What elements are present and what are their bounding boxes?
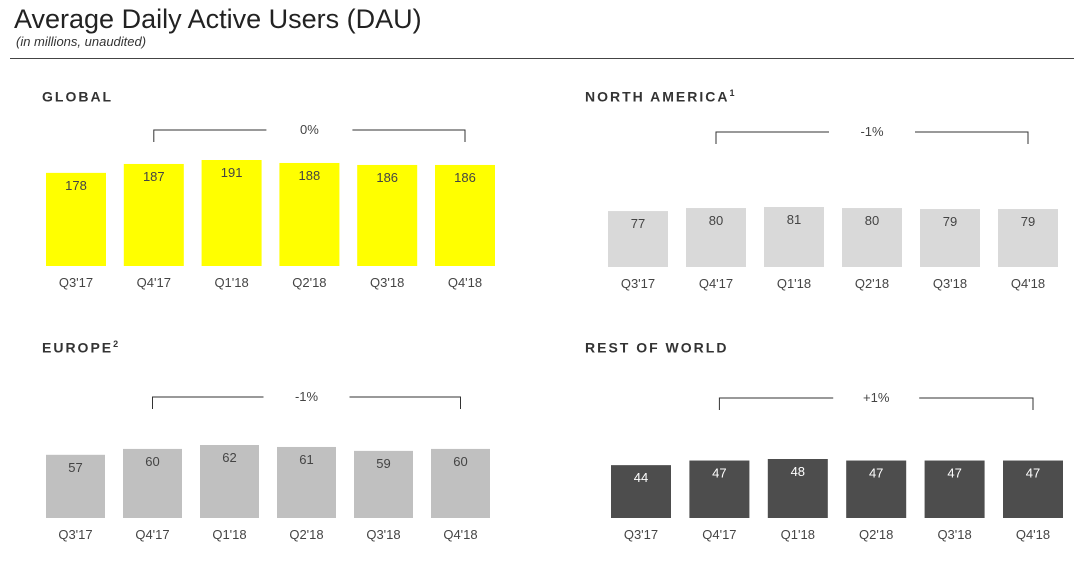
change-label: -1% [860, 124, 884, 139]
data-label: 60 [453, 454, 467, 469]
x-tick-label: Q4'17 [702, 527, 736, 542]
x-tick-label: Q1'18 [781, 527, 815, 542]
bar [46, 454, 105, 518]
data-label: 59 [376, 456, 390, 471]
bar [431, 448, 490, 518]
x-tick-label: Q4'18 [448, 275, 482, 290]
x-tick-label: Q1'18 [214, 275, 248, 290]
bar [1003, 460, 1063, 518]
chart-panel-rest-of-world: REST OF WORLD 44 Q3'17 47 Q4'17 48 Q1'18 47 Q2'… [585, 339, 1076, 579]
x-tick-label: Q4'18 [443, 527, 477, 542]
data-label: 44 [634, 470, 648, 485]
x-tick-label: Q4'18 [1011, 276, 1045, 291]
change-label: 0% [300, 122, 319, 137]
bar [435, 164, 495, 266]
bar [200, 445, 259, 518]
x-tick-label: Q2'18 [855, 276, 889, 291]
x-tick-label: Q4'17 [135, 527, 169, 542]
x-tick-label: Q3'18 [937, 527, 971, 542]
change-bracket-right [915, 131, 1029, 144]
change-bracket-left [718, 397, 834, 410]
bar [354, 450, 413, 518]
x-tick-label: Q3'17 [624, 527, 658, 542]
change-bracket-left [152, 396, 264, 409]
x-tick-label: Q3'18 [370, 275, 404, 290]
x-tick-label: Q3'18 [933, 276, 967, 291]
x-tick-label: Q3'18 [366, 527, 400, 542]
data-label: 79 [943, 214, 957, 229]
bar [764, 207, 824, 267]
change-bracket-right [349, 396, 461, 409]
bar [279, 162, 340, 266]
bar [123, 448, 182, 518]
change-bracket-right [919, 397, 1034, 410]
bar-chart-europe: 57 Q3'17 60 Q4'17 62 Q1'18 61 Q2'18 59 Q3'18 60 Q4'… [46, 389, 490, 542]
chart-panel-global: GLOBAL 178 Q3'17 187 Q4'17 191 Q1'18 188 Q2'18 1… [42, 88, 562, 328]
change-bracket-left [715, 131, 829, 144]
bar [846, 460, 907, 518]
data-label: 178 [65, 178, 87, 193]
bar [46, 172, 106, 266]
x-tick-label: Q4'17 [137, 275, 171, 290]
data-label: 61 [299, 452, 313, 467]
data-label: 79 [1021, 214, 1035, 229]
bar [123, 163, 184, 266]
x-tick-label: Q3'17 [58, 527, 92, 542]
chart-panel-europe: EUROPE2 57 Q3'17 60 Q4'17 62 Q1'18 61 Q2'18 59 Q3… [42, 339, 562, 579]
x-tick-label: Q3'17 [59, 275, 93, 290]
data-label: 186 [376, 170, 398, 185]
chart-title: EUROPE2 [42, 339, 119, 356]
data-label: 80 [709, 213, 723, 228]
bar-chart-north-america: 77 Q3'17 80 Q4'17 81 Q1'18 80 Q2'18 79 Q3'18 79 Q4'… [608, 124, 1058, 291]
bar [689, 460, 750, 518]
x-tick-label: Q4'17 [699, 276, 733, 291]
x-tick-label: Q2'18 [289, 527, 323, 542]
data-label: 187 [143, 169, 165, 184]
bar [611, 465, 671, 518]
bar [357, 164, 418, 266]
data-label: 188 [299, 168, 321, 183]
bar [277, 446, 336, 518]
data-label: 80 [865, 213, 879, 228]
x-tick-label: Q4'18 [1016, 527, 1050, 542]
bar-chart-global: 178 Q3'17 187 Q4'17 191 Q1'18 188 Q2'18 186 Q3'18… [46, 122, 495, 290]
bar [920, 209, 980, 267]
change-label: +1% [863, 390, 890, 405]
data-label: 47 [947, 466, 961, 481]
header-divider [10, 58, 1074, 59]
data-label: 186 [454, 170, 476, 185]
bar [998, 209, 1058, 267]
x-tick-label: Q1'18 [212, 527, 246, 542]
data-label: 57 [68, 460, 82, 475]
x-tick-label: Q2'18 [292, 275, 326, 290]
bar [842, 208, 902, 267]
data-label: 60 [145, 454, 159, 469]
bar [924, 460, 985, 518]
bar [608, 211, 668, 267]
bar [201, 160, 262, 266]
data-label: 48 [791, 464, 805, 479]
change-label: -1% [295, 389, 319, 404]
chart-title: NORTH AMERICA1 [585, 88, 735, 105]
data-label: 47 [712, 466, 726, 481]
data-label: 77 [631, 216, 645, 231]
change-bracket-left [153, 129, 267, 142]
x-tick-label: Q2'18 [859, 527, 893, 542]
page-title: Average Daily Active Users (DAU) [14, 4, 422, 34]
chart-panel-north-america: NORTH AMERICA1 77 Q3'17 80 Q4'17 81 Q1'18 80 Q2… [585, 88, 1076, 328]
chart-title: GLOBAL [42, 88, 114, 105]
x-tick-label: Q1'18 [777, 276, 811, 291]
data-label: 81 [787, 212, 801, 227]
page-subtitle: (in millions, unaudited) [16, 34, 147, 49]
bar-chart-rest-of-world: 44 Q3'17 47 Q4'17 48 Q1'18 47 Q2'18 47 Q3'18 47 Q4'… [611, 390, 1063, 542]
x-tick-label: Q3'17 [621, 276, 655, 291]
bar [686, 208, 746, 267]
data-label: 62 [222, 450, 236, 465]
change-bracket-right [352, 129, 466, 142]
bar [767, 459, 828, 518]
chart-title: REST OF WORLD [585, 339, 729, 356]
data-label: 191 [221, 165, 243, 180]
data-label: 47 [869, 466, 883, 481]
data-label: 47 [1026, 466, 1040, 481]
